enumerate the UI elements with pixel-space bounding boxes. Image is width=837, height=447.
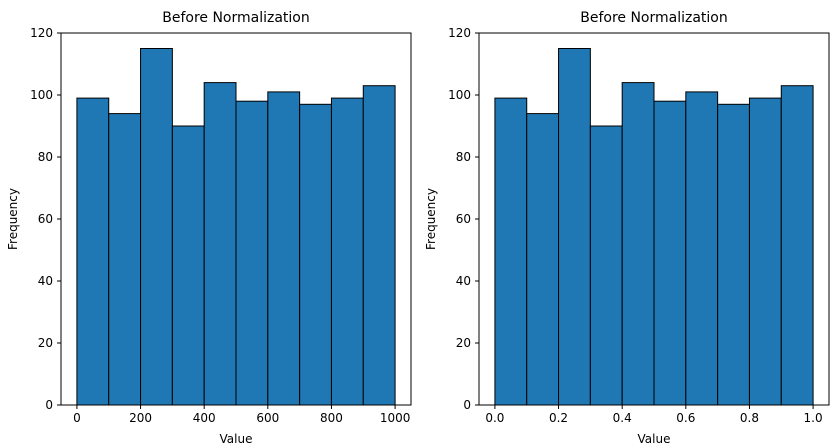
histogram-bar (653, 100, 687, 406)
x-tick-label: 0.0 (485, 411, 504, 425)
y-tick-label: 40 (38, 274, 53, 288)
x-tick-label: 600 (256, 411, 279, 425)
histogram-bar (685, 91, 719, 406)
x-tick-label: 1.0 (804, 411, 823, 425)
histogram-bar (140, 48, 173, 406)
y-tick-label: 120 (30, 26, 53, 40)
y-tick-label: 100 (30, 88, 53, 102)
histogram-bar (494, 97, 528, 406)
histogram-bar (748, 97, 782, 406)
y-tick-label: 20 (38, 336, 53, 350)
histogram-bar (299, 103, 332, 406)
histogram-bar (780, 85, 814, 406)
histogram-bar (171, 125, 205, 406)
histogram-bar (526, 113, 560, 406)
histogram-bar (330, 97, 364, 406)
x-axis-label: Value (638, 432, 671, 446)
y-tick-label: 60 (38, 212, 53, 226)
histogram-bar (267, 91, 301, 406)
histogram-bar (76, 97, 110, 406)
y-tick-label: 20 (456, 336, 471, 350)
histogram-panel-right: 0.0 0.2 0.4 0.6 0.8 1.0 0 20 40 60 80 100 120 Before … (424, 10, 830, 446)
y-axis-label: Frequency (6, 188, 20, 250)
x-tick-label: 800 (320, 411, 343, 425)
chart-title: Before Normalization (580, 10, 728, 26)
histogram-bar (589, 125, 623, 406)
histogram-bar (108, 113, 142, 406)
x-tick-label: 0.2 (549, 411, 568, 425)
histogram-panel-left: 0 200 400 600 800 1000 0 20 40 60 80 100 120 Before N… (6, 10, 412, 446)
y-tick-label: 120 (448, 26, 471, 40)
histogram-bar (203, 82, 237, 406)
y-tick-label: 80 (38, 150, 53, 164)
y-axis-label: Frequency (424, 188, 438, 250)
x-tick-label: 0.6 (676, 411, 695, 425)
x-axis-label: Value (220, 432, 253, 446)
y-tick-label: 0 (45, 398, 53, 412)
histogram-bar (621, 82, 655, 406)
x-tick-label: 1000 (380, 411, 411, 425)
x-tick-label: 0.8 (740, 411, 759, 425)
y-tick-label: 100 (448, 88, 471, 102)
x-tick-label: 0 (73, 411, 81, 425)
histogram-bar (717, 103, 750, 406)
histogram-bar (362, 85, 396, 406)
y-tick-label: 40 (456, 274, 471, 288)
chart-title: Before Normalization (162, 10, 310, 26)
x-tick-label: 200 (129, 411, 152, 425)
histogram-bar (558, 48, 591, 406)
y-tick-label: 60 (456, 212, 471, 226)
y-tick-label: 80 (456, 150, 471, 164)
y-tick-label: 0 (463, 398, 471, 412)
x-tick-label: 0.4 (613, 411, 632, 425)
x-tick-label: 400 (193, 411, 216, 425)
histogram-bar (235, 100, 269, 406)
